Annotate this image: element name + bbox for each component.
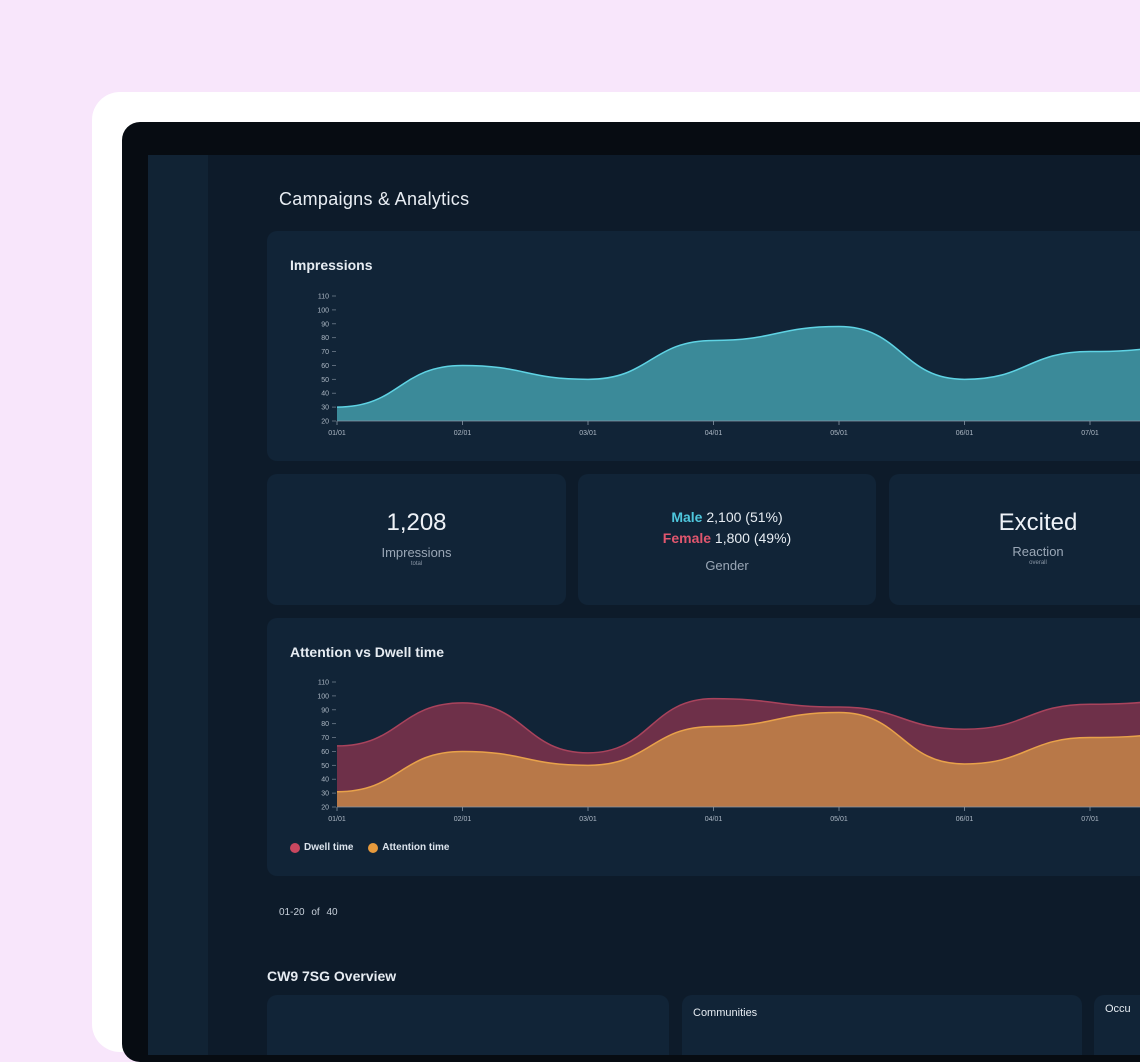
attention-card: Attention vs Dwell time 110 100 90 80 70 60 50… [267,618,1140,876]
x-tick-label: 05/01 [830,816,848,823]
gender-female-row: Female 1,800 (49%) [578,530,876,546]
pager-range: 01-20 [279,907,305,918]
y-tick-label: 80 [321,335,329,342]
reaction-label: Reaction [1012,544,1064,559]
y-tick-label: 80 [321,721,329,728]
x-tick-label: 04/01 [705,816,723,823]
y-tick-label: 100 [317,307,329,314]
sidebar [148,155,208,1055]
y-tick-label: 50 [321,763,329,770]
x-tick-label: 03/01 [579,816,597,823]
y-tick-label: 70 [321,735,329,742]
gender-stat-card: Male 2,100 (51%) Female 1,800 (49%) Gend… [578,474,876,605]
male-value: 2,100 (51%) [706,509,783,525]
legend-attention-label: Attention time [382,842,450,853]
impressions-total-value: 1,208 [386,509,447,536]
chart-legend: Dwell time Attention time [290,842,461,856]
overview-card-1 [267,995,669,1055]
pager-of: of [311,907,320,918]
y-tick-label: 30 [321,405,329,412]
female-label: Female [662,530,712,546]
y-tick-label: 30 [321,791,329,798]
legend-dwell-label: Dwell time [304,842,354,853]
impressions-total-sub: total [410,561,423,567]
gender-label: Gender [705,558,749,573]
x-tick-label: 04/01 [705,430,723,437]
attention-title: Attention vs Dwell time [290,644,445,660]
pager-total: 40 [326,907,338,918]
y-tick-label: 90 [321,707,329,714]
legend-attention[interactable]: Attention time [368,842,449,853]
x-tick-label: 05/01 [830,430,848,437]
communities-label: Communities [693,1007,758,1019]
page-title: Campaigns & Analytics [279,189,470,209]
male-label: Male [671,509,703,525]
y-tick-label: 20 [321,805,329,812]
x-tick-label: 02/01 [454,816,472,823]
female-value: 1,800 (49%) [714,530,792,546]
y-tick-label: 60 [321,749,329,756]
x-tick-label: 07/01 [1081,816,1099,823]
impressions-stat-card: 1,208 Impressions total [267,474,566,605]
y-tick-label: 40 [321,777,329,784]
x-tick-label: 02/01 [454,430,472,437]
attention-dot-icon [368,842,379,853]
impressions-card: Impressions 110 100 90 80 70 60 50 40 30 20 01/01 0… [267,231,1140,461]
x-tick-label: 01/01 [328,430,346,437]
y-tick-label: 110 [318,680,329,687]
overview-card-occu[interactable]: Occu [1094,995,1140,1055]
occu-label: Occu [1105,1003,1131,1015]
series-line-1 [336,711,1140,793]
pagination: 01-20 of 40 [279,907,338,918]
impressions-total-label: Impressions [381,545,452,560]
y-tick-label: 90 [321,321,329,328]
y-tick-label: 20 [321,419,329,426]
reaction-stat-card: Excited Reaction overall [889,474,1140,605]
y-tick-label: 50 [321,377,329,384]
series-line-0 [336,697,1140,754]
x-tick-label: 01/01 [328,816,346,823]
x-tick-label: 07/01 [1081,430,1099,437]
dwell-dot-icon [290,842,300,853]
y-tick-label: 110 [318,294,329,301]
y-tick-label: 60 [321,363,329,370]
x-tick-label: 03/01 [579,430,597,437]
overview-title: CW9 7SG Overview [267,968,397,984]
app-screen: Campaigns & Analytics Impressions 110 100… [148,155,1140,1055]
x-tick-label: 06/01 [956,816,974,823]
reaction-sub: overall [1029,560,1047,566]
gender-male-row: Male 2,100 (51%) [578,509,876,525]
overview-card-communities[interactable]: Communities [682,995,1082,1055]
series-line-0 [336,325,1140,408]
series-area-0 [337,326,1140,421]
reaction-value: Excited [998,509,1078,536]
y-tick-label: 40 [321,391,329,398]
x-tick-label: 06/01 [956,430,974,437]
impressions-title: Impressions [290,257,373,273]
attention-chart: 110 100 90 80 70 60 50 40 30 20 01/01 02/01 03/01 04/… [317,680,1140,823]
series-area-1 [337,712,1140,807]
legend-dwell[interactable]: Dwell time [290,842,353,853]
y-tick-label: 100 [317,693,329,700]
impressions-chart: 110 100 90 80 70 60 50 40 30 20 01/01 02/01 03/01 04/… [317,294,1140,437]
y-tick-label: 70 [321,349,329,356]
